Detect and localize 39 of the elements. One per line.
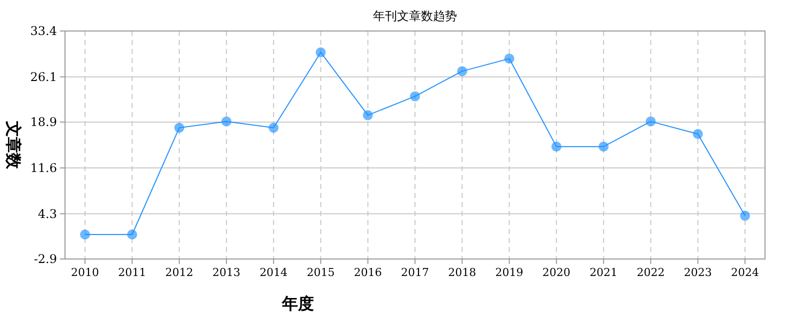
point — [551, 142, 562, 152]
x-tick-label: 2016 — [354, 266, 382, 279]
x-tick-label: 2020 — [542, 266, 570, 279]
point — [692, 129, 703, 140]
x-tick-label: 2021 — [590, 266, 618, 279]
y-tick-label: -2.9 — [34, 252, 57, 266]
y-axis-title: 文章数 — [4, 120, 23, 170]
point — [504, 54, 514, 64]
point — [598, 142, 609, 152]
y-tick-label: 4.3 — [38, 206, 57, 221]
point — [316, 47, 326, 58]
point — [221, 116, 232, 126]
x-tick-label: 2014 — [260, 266, 288, 279]
x-tick-label: 2019 — [495, 266, 524, 279]
x-tick-label: 2024 — [731, 266, 759, 279]
point — [740, 210, 750, 221]
x-tick-label: 2022 — [636, 266, 665, 279]
point — [410, 91, 420, 102]
x-tick-label: 2010 — [71, 266, 99, 279]
y-tick-label: 11.6 — [30, 160, 57, 175]
x-axis-title: 年度 — [281, 294, 314, 313]
point — [646, 116, 656, 126]
point — [362, 110, 373, 120]
x-tick-label: 2017 — [401, 266, 429, 279]
point — [268, 122, 279, 133]
x-tick-label: 2023 — [684, 266, 712, 279]
point — [80, 230, 90, 240]
x-tick-label: 2015 — [306, 266, 335, 279]
point — [174, 122, 184, 133]
point — [457, 66, 468, 76]
x-tick-label: 2011 — [118, 266, 146, 279]
x-tick-label: 2013 — [212, 266, 240, 279]
y-tick-label: 18.9 — [30, 115, 57, 130]
chart-title: 年刊文章数趋势 — [373, 9, 457, 23]
y-tick-label: 26.1 — [30, 70, 57, 84]
x-tick-label: 2012 — [165, 266, 194, 279]
point — [127, 230, 138, 240]
y-tick-label: 33.4 — [30, 24, 58, 38]
x-tick-label: 2018 — [448, 266, 476, 279]
